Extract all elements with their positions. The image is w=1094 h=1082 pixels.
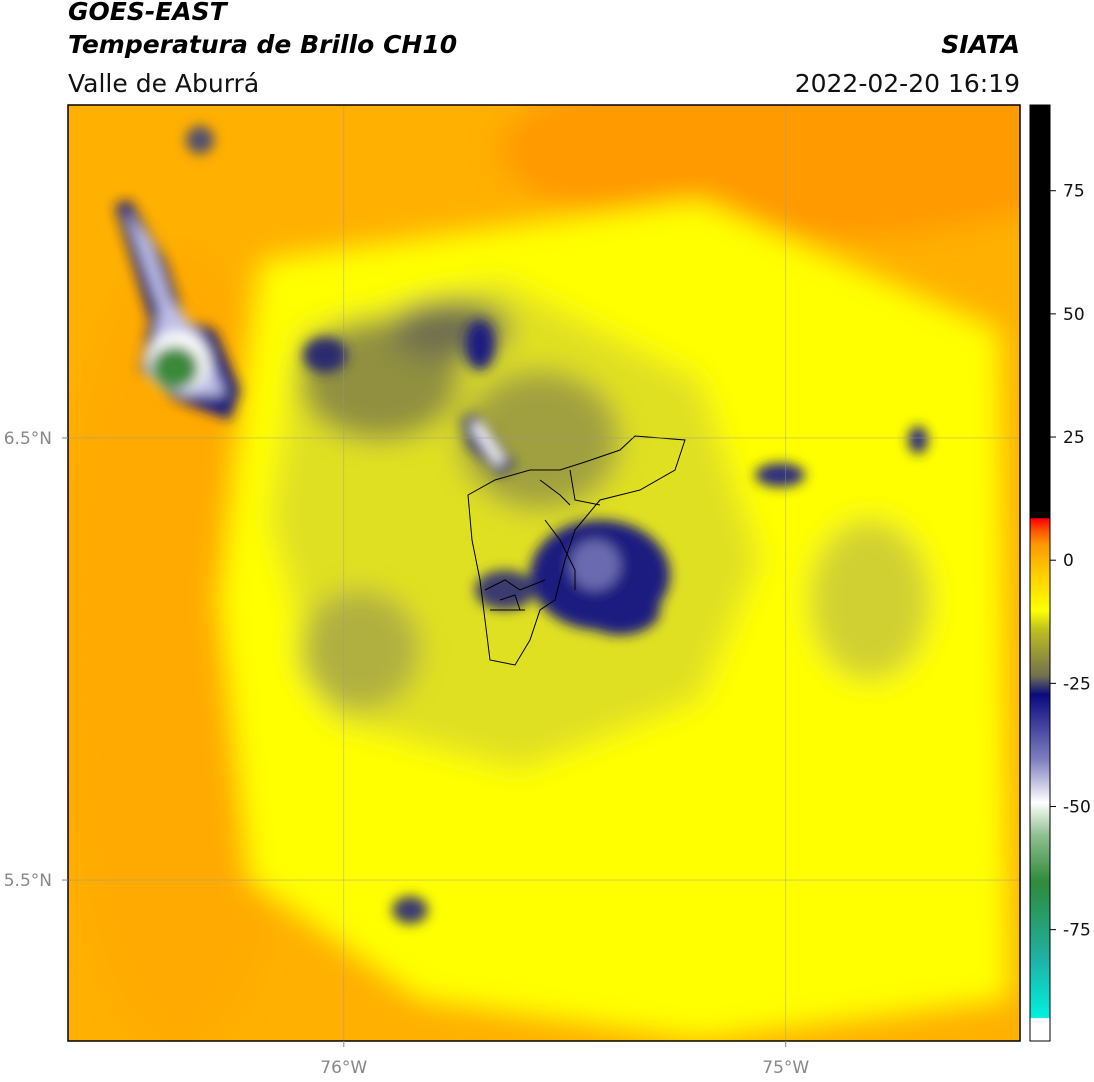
colorbar-tick-label: 0	[1063, 551, 1074, 571]
colorbar-tick-label: -75	[1063, 921, 1091, 941]
colorbar-tick-label: 75	[1063, 182, 1085, 202]
colorbar-tick-label: 25	[1063, 428, 1085, 448]
subtitle: Temperatura de Brillo CH10	[68, 30, 457, 59]
map-frame	[67, 104, 1021, 1042]
title: GOES-EAST	[68, 0, 229, 26]
region: Valle de Aburrá	[68, 69, 259, 98]
colorbar-tick-label: -25	[1063, 674, 1091, 694]
datetime: 2022-02-20 16:19	[795, 69, 1020, 98]
colorbar-tick-label: -50	[1063, 798, 1091, 818]
municipal-boundaries	[467, 435, 686, 666]
y-tick-label: 6.5°N	[4, 429, 52, 449]
source: SIATA	[941, 30, 1020, 59]
colorbar	[1029, 104, 1051, 1042]
y-tick-label: 5.5°N	[4, 871, 52, 891]
x-tick-label: 76°W	[320, 1058, 367, 1078]
grid	[68, 105, 1020, 1041]
x-tick-label: 75°W	[762, 1058, 809, 1078]
colorbar-tick-label: 50	[1063, 305, 1085, 325]
satellite-image	[68, 105, 1020, 1041]
